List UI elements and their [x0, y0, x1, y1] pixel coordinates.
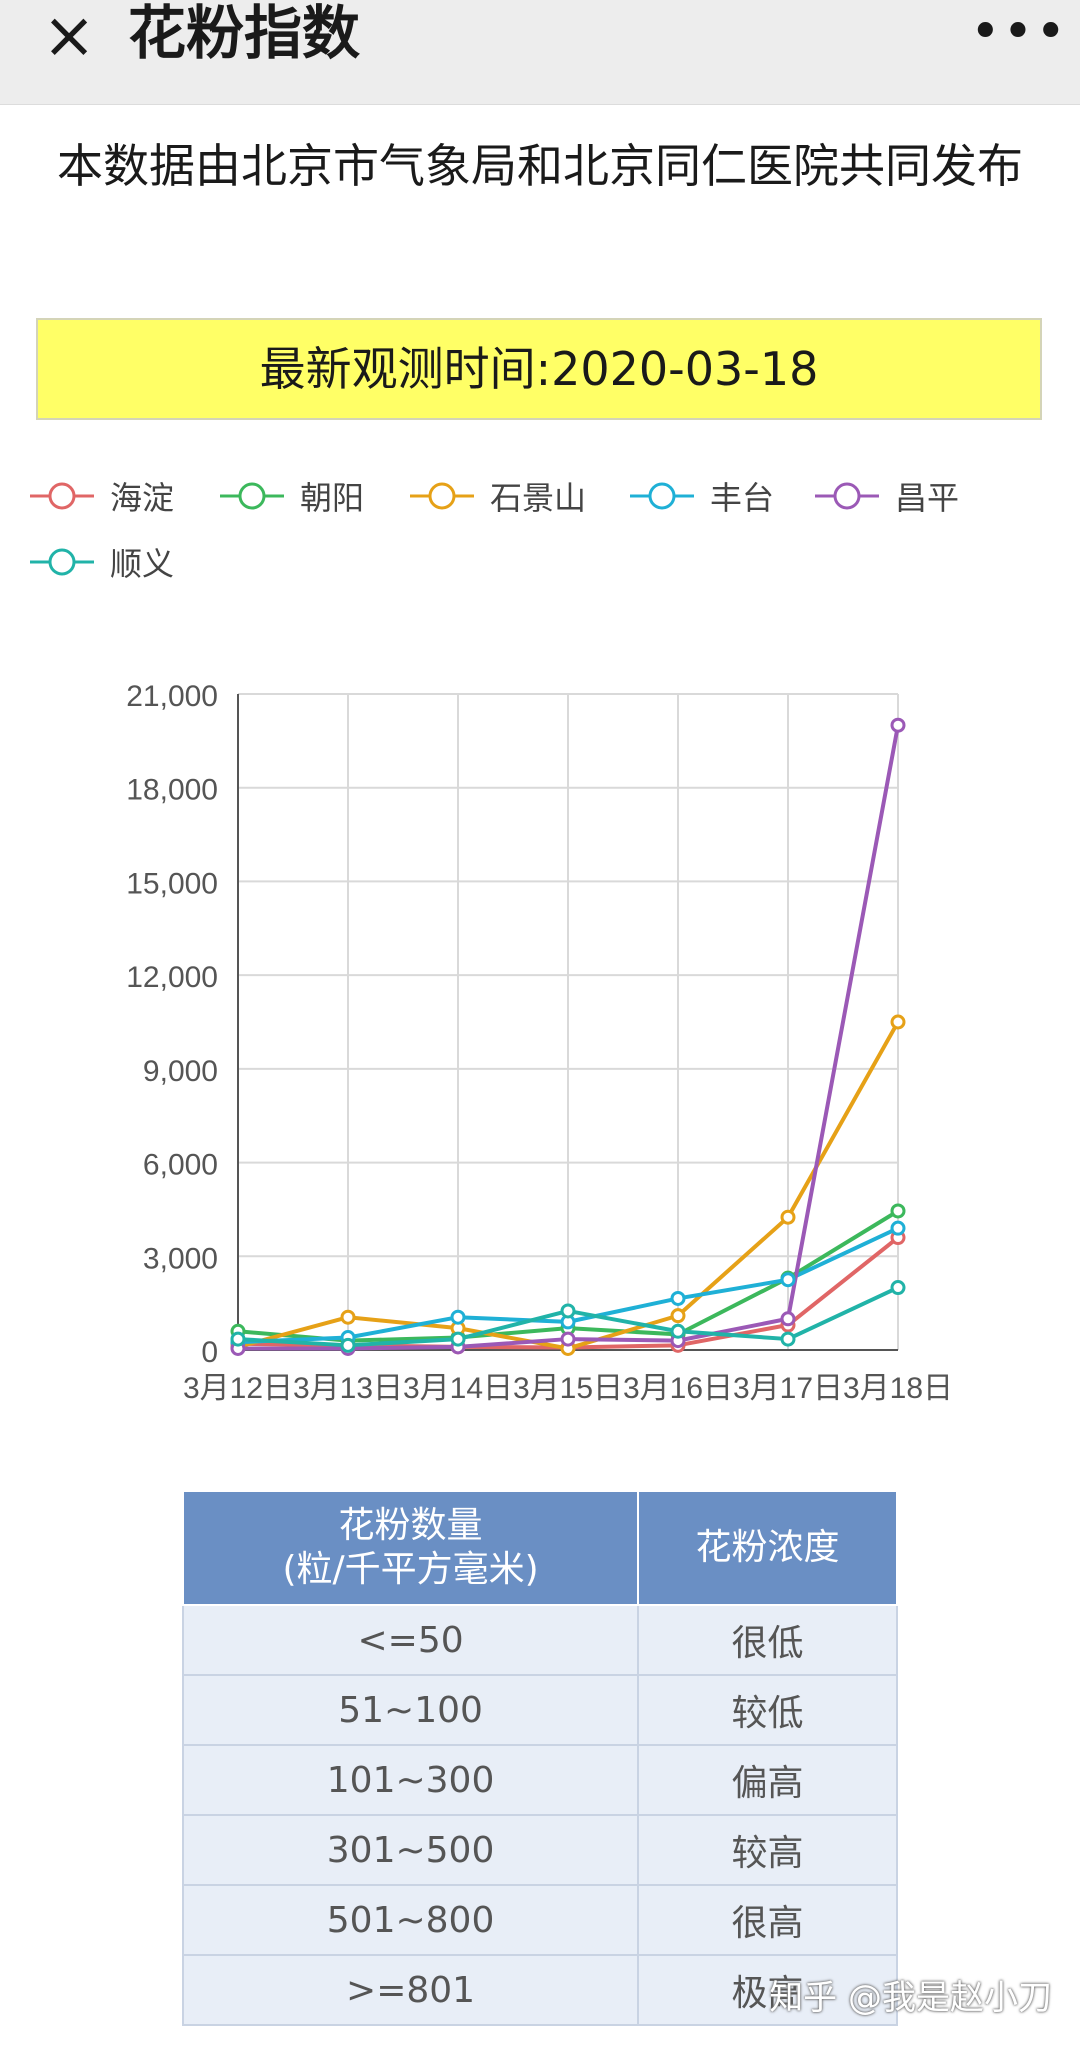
data-point: [452, 1333, 464, 1345]
legend-label: 石景山: [490, 473, 586, 519]
legend-item[interactable]: 昌平: [813, 470, 959, 522]
pollen-count-cell: 101~300: [183, 1745, 638, 1815]
x-tick-label: 3月18日: [843, 1372, 953, 1405]
data-point: [342, 1339, 354, 1351]
data-point: [892, 1205, 904, 1217]
observation-time-banner: 最新观测时间:2020-03-18: [36, 318, 1042, 420]
table-row: 501~800 很高: [183, 1885, 897, 1955]
data-point: [782, 1211, 794, 1223]
legend-marker-icon: [28, 547, 96, 577]
table-row: 51~100 较低: [183, 1675, 897, 1745]
y-tick-label: 15,000: [126, 867, 218, 900]
data-point: [892, 719, 904, 731]
pollen-level-cell: 很低: [638, 1605, 897, 1675]
legend-label: 顺义: [110, 539, 174, 585]
data-point: [672, 1292, 684, 1304]
table-row: 101~300 偏高: [183, 1745, 897, 1815]
y-tick-label: 3,000: [143, 1242, 218, 1275]
more-options-icon[interactable]: •••: [970, 12, 1040, 52]
pollen-level-cell: 偏高: [638, 1745, 897, 1815]
pollen-level-cell: 较低: [638, 1675, 897, 1745]
pollen-count-cell: <=50: [183, 1605, 638, 1675]
legend-item[interactable]: 顺义: [28, 536, 174, 588]
data-point: [562, 1305, 574, 1317]
pollen-count-cell: 51~100: [183, 1675, 638, 1745]
legend-label: 朝阳: [300, 473, 364, 519]
pollen-count-cell: 301~500: [183, 1815, 638, 1885]
legend-label: 昌平: [895, 473, 959, 519]
legend-marker-icon: [813, 481, 881, 511]
x-tick-label: 3月12日: [183, 1372, 293, 1405]
y-tick-label: 0: [201, 1336, 218, 1369]
legend-item[interactable]: 朝阳: [218, 470, 364, 522]
data-point: [452, 1311, 464, 1323]
data-point: [672, 1325, 684, 1337]
legend-marker-icon: [628, 481, 696, 511]
y-tick-label: 21,000: [126, 680, 218, 713]
y-tick-label: 18,000: [126, 774, 218, 807]
pollen-level-cell: 很高: [638, 1885, 897, 1955]
data-point: [232, 1333, 244, 1345]
data-source-text: 本数据由北京市气象局和北京同仁医院共同发布: [40, 128, 1040, 204]
legend-label: 丰台: [710, 473, 774, 519]
header-pollen-count: 花粉数量 (粒/千平方毫米): [183, 1491, 638, 1605]
data-point: [782, 1274, 794, 1286]
legend-marker-icon: [28, 481, 96, 511]
legend-item[interactable]: 海淀: [28, 470, 174, 522]
y-tick-label: 6,000: [143, 1149, 218, 1182]
y-tick-label: 9,000: [143, 1055, 218, 1088]
x-tick-label: 3月15日: [513, 1372, 623, 1405]
y-tick-label: 12,000: [126, 961, 218, 994]
top-bar: × 花粉指数 •••: [0, 0, 1080, 105]
pollen-count-cell: >=801: [183, 1955, 638, 2025]
pollen-level-cell: 较高: [638, 1815, 897, 1885]
pollen-line-chart: 0 3,000 6,000 9,000 12,000 15,000 18,000 21,000…: [0, 660, 1080, 1420]
pollen-count-cell: 501~800: [183, 1885, 638, 1955]
data-point: [562, 1333, 574, 1345]
legend-item[interactable]: 丰台: [628, 470, 774, 522]
legend-label: 海淀: [110, 473, 174, 519]
data-point: [342, 1311, 354, 1323]
close-icon[interactable]: ×: [34, 6, 104, 76]
table-row: 301~500 较高: [183, 1815, 897, 1885]
legend-marker-icon: [408, 481, 476, 511]
legend-marker-icon: [218, 481, 286, 511]
x-tick-label: 3月14日: [403, 1372, 513, 1405]
x-tick-label: 3月16日: [623, 1372, 733, 1405]
watermark: 知乎 @我是赵小刀: [769, 1970, 1052, 2019]
header-pollen-concentration: 花粉浓度: [638, 1491, 897, 1605]
page-title: 花粉指数: [128, 0, 360, 70]
data-point: [782, 1313, 794, 1325]
data-point: [892, 1282, 904, 1294]
table-row: <=50 很低: [183, 1605, 897, 1675]
data-point: [782, 1333, 794, 1345]
x-tick-label: 3月13日: [293, 1372, 403, 1405]
legend-item[interactable]: 石景山: [408, 470, 586, 522]
data-point: [672, 1310, 684, 1322]
pollen-level-table: 花粉数量 (粒/千平方毫米) 花粉浓度 <=50 很低 51~100 较低 101~30…: [182, 1490, 898, 2026]
data-point: [892, 1222, 904, 1234]
x-tick-label: 3月17日: [733, 1372, 843, 1405]
data-point: [892, 1016, 904, 1028]
